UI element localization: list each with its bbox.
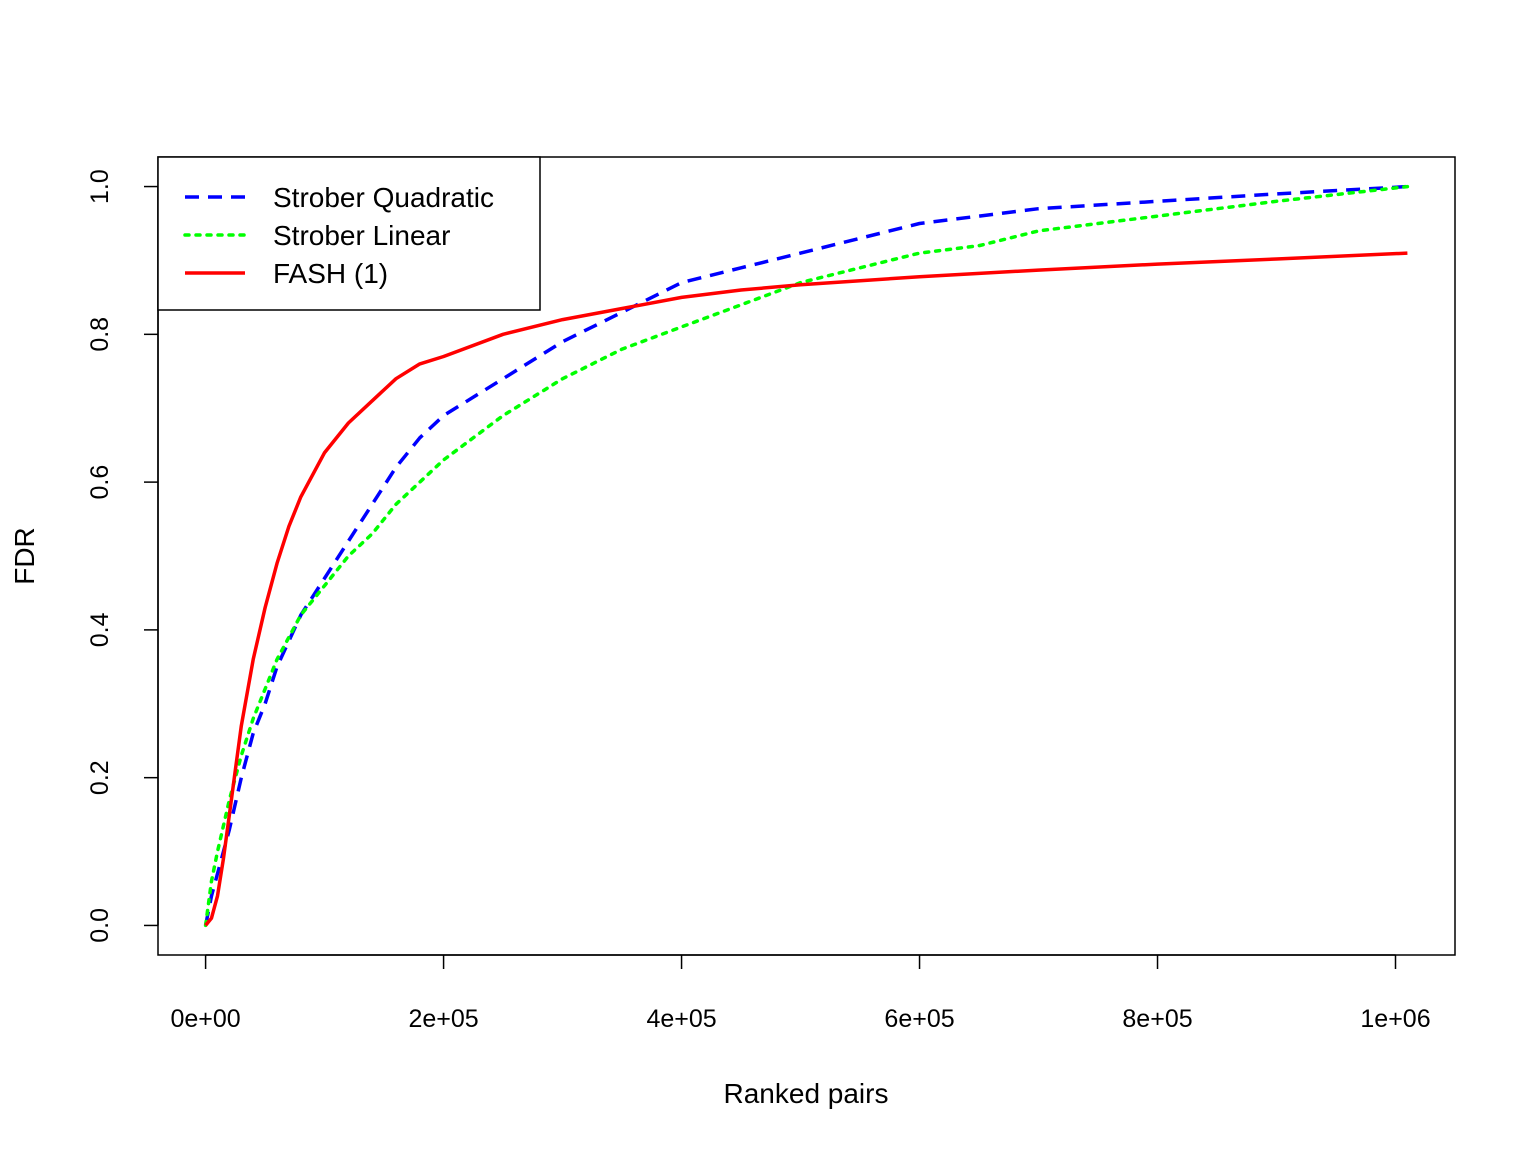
x-tick-label-5: 1e+06: [1360, 1005, 1430, 1033]
x-tick-label-2: 4e+05: [646, 1005, 716, 1033]
x-tick-label-4: 8e+05: [1122, 1005, 1192, 1033]
legend: Strober Quadratic Strober Linear FASH (1): [157, 156, 541, 311]
legend-label-0: Strober Quadratic: [273, 182, 494, 213]
y-tick-label-2: 0.4: [86, 612, 114, 647]
x-axis: 0e+00 2e+05 4e+05 6e+05 8e+05 1e+06: [170, 954, 1431, 1033]
y-tick-label-3: 0.6: [86, 465, 114, 500]
x-tick-label-3: 6e+05: [884, 1005, 954, 1033]
y-axis-label: FDR: [9, 527, 40, 585]
series-line-0: [203, 184, 1408, 926]
y-tick-label-5: 1.0: [86, 169, 114, 204]
x-tick-label-1: 2e+05: [408, 1005, 478, 1033]
x-axis-label: Ranked pairs: [724, 1078, 889, 1109]
legend-label-1: Strober Linear: [273, 220, 450, 251]
series-line-1: [203, 184, 1410, 928]
y-tick-label-1: 0.2: [86, 760, 114, 795]
series-layer: [203, 184, 1410, 928]
series-line-2: [204, 251, 1408, 927]
y-tick-label-4: 0.8: [86, 317, 114, 352]
x-tick-label-0: 0e+00: [170, 1005, 240, 1033]
legend-label-2: FASH (1): [273, 258, 388, 289]
y-tick-label-0: 0.0: [86, 908, 114, 943]
